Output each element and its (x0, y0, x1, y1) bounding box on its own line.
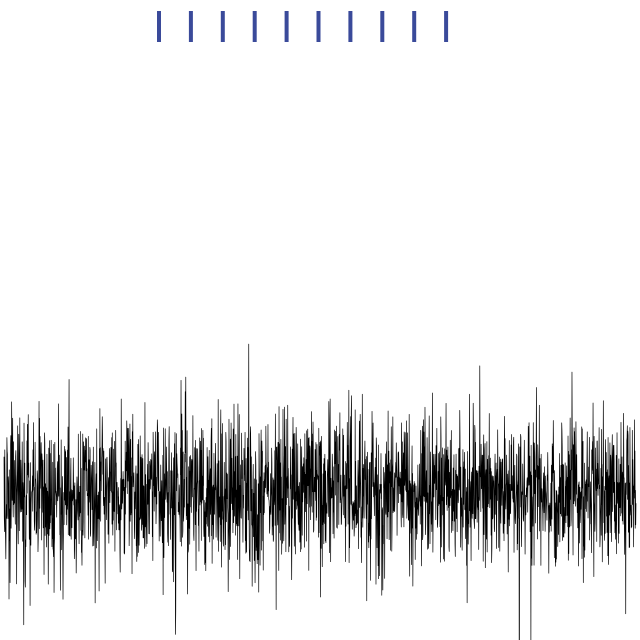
event-markers (157, 11, 449, 42)
signal-trace-group (3, 343, 637, 640)
signal-trace (3, 343, 637, 640)
